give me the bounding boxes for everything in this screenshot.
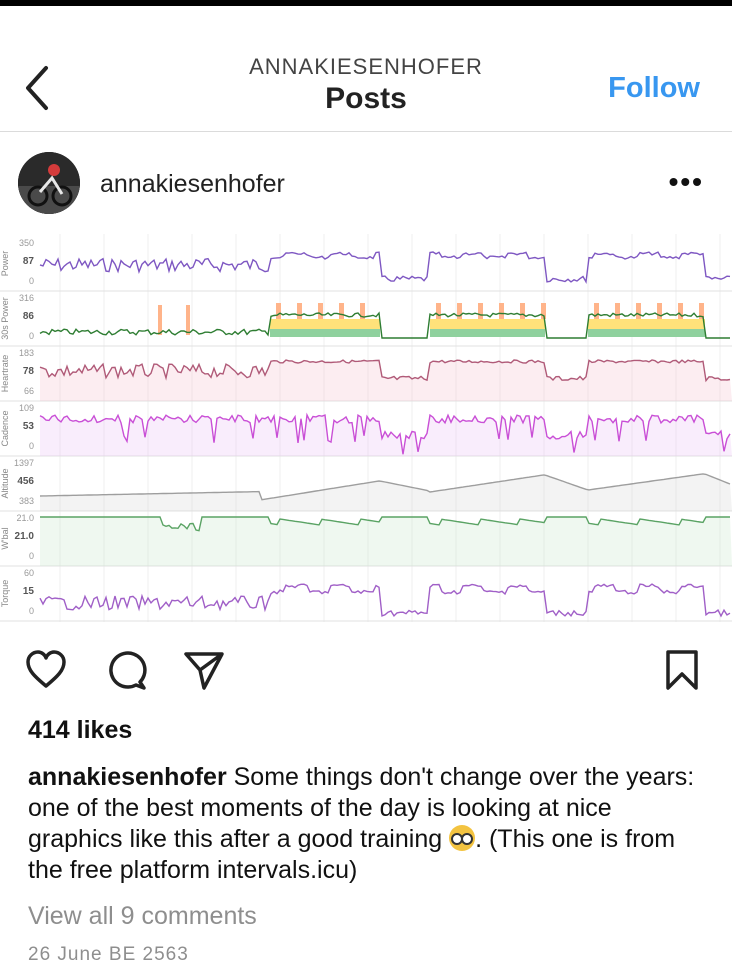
altitude-series-line (39, 473, 731, 501)
zone-band-orange (657, 303, 662, 319)
axis-label: Altitude (0, 468, 10, 498)
tick-label: 78 (23, 366, 35, 377)
back-icon[interactable] (20, 64, 54, 112)
altitude-series-area (40, 473, 732, 511)
post-image-chart[interactable]: Power 350 87 0 30s Power 316 86 0 Heartrate 183 78… (0, 234, 732, 622)
axis-label: Cadence (0, 410, 10, 446)
tick-label: 0 (29, 606, 34, 616)
follow-button[interactable]: Follow (608, 72, 700, 104)
zone-band-orange (276, 303, 281, 319)
cyclist-icon (18, 152, 80, 214)
power30-series-line (39, 311, 730, 339)
action-bar (0, 640, 732, 700)
zone-band-orange (678, 303, 683, 319)
post-date: 26 June BE 2563 (28, 944, 189, 965)
torque-series-line (39, 583, 731, 618)
zone-band-orange (436, 303, 441, 319)
tick-label: 21.0 (16, 513, 34, 523)
zone-band-green (588, 329, 705, 337)
axis-label: 30s Power (0, 297, 10, 340)
zone-band-yellow (430, 319, 545, 329)
zone-band-orange (699, 303, 704, 319)
zone-band-orange (478, 303, 483, 319)
more-options-icon[interactable]: ••• (668, 166, 704, 197)
tick-label: 15 (23, 586, 35, 597)
tick-label: 53 (23, 421, 35, 432)
status-strip (0, 0, 732, 6)
zone-band-orange (158, 305, 162, 335)
page-title: Posts (325, 82, 407, 115)
tick-label: 0 (29, 331, 34, 341)
zone-band-orange (499, 303, 504, 319)
nav-header: ANNAKIESENHOFER Posts Follow (0, 6, 732, 132)
post-caption: annakiesenhofer Some things don't change… (28, 762, 708, 886)
zone-band-orange (339, 303, 344, 319)
tick-label: 0 (29, 276, 34, 286)
zone-band-orange (636, 303, 641, 319)
cadence-series-area (40, 415, 732, 456)
cadence-series-line (39, 412, 731, 455)
tick-label: 87 (23, 256, 35, 267)
zone-band-yellow (588, 319, 705, 329)
tick-label: 66 (24, 386, 34, 396)
zone-band-orange (318, 303, 323, 319)
axis-label: Torque (0, 580, 10, 608)
nerd-face-emoji-icon (449, 825, 476, 851)
tick-label: 60 (24, 568, 34, 578)
zone-band-orange (541, 303, 546, 319)
axis-label: Power (0, 251, 10, 277)
tick-label: 350 (19, 238, 34, 248)
caption-author[interactable]: annakiesenhofer (28, 763, 227, 791)
tick-label: 1397 (14, 458, 34, 468)
wbal-series-area (40, 517, 732, 566)
comment-icon[interactable] (104, 648, 148, 692)
power-series-line (39, 251, 731, 284)
tick-label: 456 (17, 476, 34, 487)
likes-count[interactable]: 414 likes (28, 716, 133, 744)
avatar[interactable] (18, 152, 80, 214)
heartrate-series-area (40, 360, 732, 401)
caption-text: Some things don't change over the years:… (28, 763, 695, 853)
zone-band-green (430, 329, 545, 337)
zone-band-orange (594, 303, 599, 319)
zone-band-orange (360, 303, 365, 319)
heartrate-series-line (39, 359, 731, 383)
post-header: annakiesenhofer ••• (0, 150, 732, 216)
axis-label: W'bal (0, 527, 10, 549)
zone-band-green (270, 329, 380, 337)
bookmark-icon[interactable] (660, 648, 704, 692)
training-chart: Power 350 87 0 30s Power 316 86 0 Heartrate 183 78… (0, 234, 732, 622)
tick-label: 0 (29, 441, 34, 451)
tick-label: 86 (23, 311, 35, 322)
zone-band-orange (186, 305, 190, 335)
tick-label: 183 (19, 348, 34, 358)
zone-band-yellow (270, 319, 380, 329)
zone-band-orange (297, 303, 302, 319)
zone-band-orange (457, 303, 462, 319)
axis-label: Heartrate (0, 355, 10, 393)
heart-icon[interactable] (24, 648, 68, 692)
tick-label: 383 (19, 496, 34, 506)
tick-label: 316 (19, 293, 34, 303)
tick-label: 21.0 (15, 531, 35, 542)
header-username: ANNAKIESENHOFER (249, 54, 483, 79)
share-icon[interactable] (182, 648, 226, 692)
caption-text-end: . (This one is from the free platform in… (28, 825, 676, 884)
zone-band-orange (520, 303, 525, 319)
zone-band-orange (615, 303, 620, 319)
wbal-series-line (40, 516, 730, 532)
tick-label: 109 (19, 403, 34, 413)
post-author[interactable]: annakiesenhofer (100, 170, 285, 198)
view-comments-link[interactable]: View all 9 comments (28, 902, 257, 930)
tick-label: 0 (29, 551, 34, 561)
